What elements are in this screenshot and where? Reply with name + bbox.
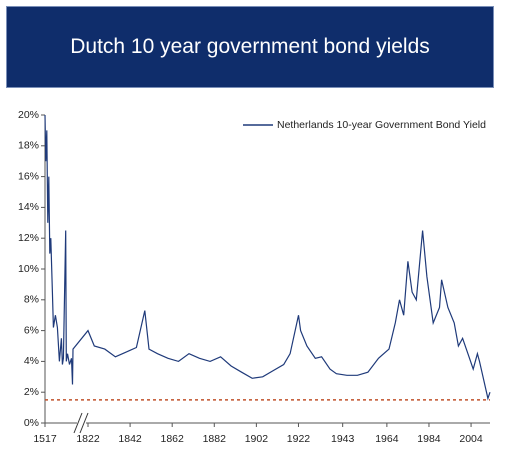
y-tick-label: 4% — [24, 355, 39, 367]
axis-break — [79, 412, 89, 434]
y-tick-label: 10% — [18, 263, 39, 275]
chart-title: Dutch 10 year government bond yields — [6, 6, 494, 88]
x-tick-label: 1517 — [33, 433, 57, 445]
axis-break-gap — [77, 421, 86, 425]
y-tick-label: 8% — [24, 294, 39, 306]
x-tick-label: 1902 — [245, 433, 269, 445]
x-tick-label: 1922 — [287, 433, 311, 445]
y-tick-label: 0% — [24, 417, 39, 429]
x-tick-label: 2004 — [459, 433, 483, 445]
x-tick-label: 1984 — [417, 433, 441, 445]
x-tick-label: 1964 — [375, 433, 399, 445]
axis-break — [73, 412, 83, 434]
x-tick-label: 1943 — [331, 433, 355, 445]
y-tick-label: 16% — [18, 170, 39, 182]
x-tick-label: 1822 — [76, 433, 100, 445]
y-tick-label: 2% — [24, 386, 39, 398]
legend-label: Netherlands 10-year Government Bond Yiel… — [277, 119, 486, 131]
y-tick-label: 14% — [18, 201, 39, 213]
x-tick-label: 1842 — [118, 433, 142, 445]
y-tick-label: 6% — [24, 324, 39, 336]
y-tick-label: 20% — [18, 109, 39, 121]
y-tick-label: 18% — [18, 140, 39, 152]
x-tick-label: 1882 — [203, 433, 227, 445]
x-tick-label: 1862 — [161, 433, 185, 445]
y-tick-label: 12% — [18, 232, 39, 244]
data-line — [44, 114, 491, 401]
